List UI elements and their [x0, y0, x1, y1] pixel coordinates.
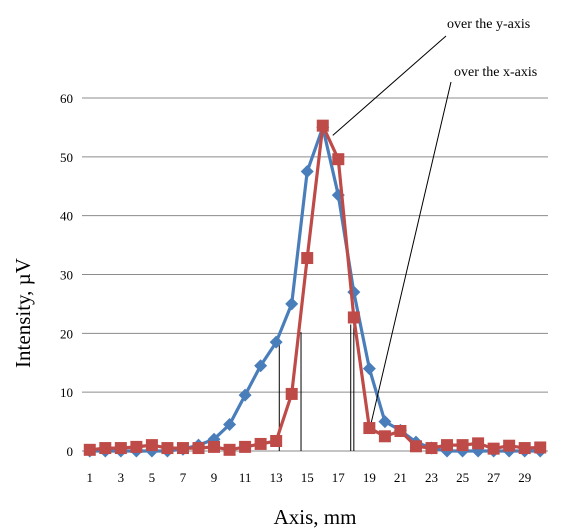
annotations: over the y-axis over the x-axis — [332, 17, 537, 423]
data-point — [269, 335, 283, 349]
x-tick-label: 11 — [239, 470, 252, 485]
data-point — [378, 415, 392, 429]
data-point — [487, 442, 500, 455]
data-point — [239, 440, 252, 453]
data-point — [161, 442, 174, 455]
data-point — [270, 434, 283, 447]
data-point — [394, 424, 407, 437]
annotation-label: over the x-axis — [454, 65, 537, 80]
series-1 — [83, 119, 547, 456]
x-tick-label: 17 — [332, 470, 346, 485]
x-tick-label: 25 — [456, 470, 469, 485]
x-tick-label: 19 — [363, 470, 376, 485]
x-tick-label: 13 — [270, 470, 283, 485]
data-point — [363, 422, 376, 435]
data-point — [301, 252, 314, 265]
series-line — [89, 125, 541, 453]
annotation-label: over the y-axis — [447, 17, 530, 32]
data-point — [518, 442, 531, 455]
data-point — [99, 442, 112, 455]
y-tick-label: 60 — [60, 91, 73, 106]
x-tick-label: 9 — [211, 470, 218, 485]
data-point — [285, 387, 298, 400]
series-layer — [83, 119, 547, 458]
data-point — [208, 440, 221, 453]
x-tick-label: 27 — [487, 470, 501, 485]
data-point — [285, 297, 299, 311]
annotation-leader-line — [332, 35, 447, 136]
x-tick-label: 7 — [180, 470, 187, 485]
y-tick-label: 0 — [67, 444, 74, 459]
data-point — [130, 440, 143, 453]
data-point — [192, 442, 205, 455]
data-point — [441, 439, 454, 452]
data-point — [254, 359, 268, 373]
y-axis-title: Intensity, µV — [11, 258, 35, 368]
data-point — [409, 440, 422, 453]
data-point — [145, 439, 158, 452]
data-point — [223, 418, 237, 432]
data-point — [254, 437, 267, 450]
data-point — [316, 119, 329, 132]
x-tick-label: 29 — [518, 470, 531, 485]
data-point — [176, 442, 189, 455]
x-tick-label: 1 — [87, 470, 94, 485]
series-0 — [83, 120, 547, 458]
data-point — [378, 430, 391, 443]
half-max-markers — [278, 317, 355, 451]
gridlines — [82, 97, 548, 452]
x-axis-title: Axis, mm — [274, 505, 357, 529]
data-point — [223, 443, 236, 456]
x-tick-label: 3 — [118, 470, 125, 485]
x-tick-labels: 1 3 5 7 9 11 13 15 17 19 21 23 25 27 29 — [87, 470, 532, 485]
y-tick-label: 40 — [60, 209, 73, 224]
series-line — [89, 124, 541, 452]
data-point — [362, 362, 376, 376]
y-tick-label: 20 — [60, 326, 73, 341]
x-tick-label: 5 — [149, 470, 156, 485]
data-point — [456, 439, 469, 452]
data-point — [238, 388, 252, 402]
y-tick-label: 50 — [60, 150, 73, 165]
data-point — [114, 442, 127, 455]
data-point — [332, 153, 345, 166]
data-point — [347, 311, 360, 324]
data-point — [534, 441, 547, 454]
y-tick-labels: 0 10 20 30 40 50 60 — [60, 91, 73, 459]
data-point — [300, 165, 314, 179]
x-tick-label: 21 — [394, 470, 407, 485]
annotation-leader-line — [370, 81, 452, 423]
x-tick-label: 15 — [301, 470, 314, 485]
y-tick-label: 10 — [60, 385, 73, 400]
data-point — [472, 437, 485, 450]
data-point — [503, 439, 516, 452]
x-tick-label: 23 — [425, 470, 438, 485]
data-point — [83, 443, 96, 456]
data-point — [425, 442, 438, 455]
y-tick-label: 30 — [60, 268, 73, 283]
